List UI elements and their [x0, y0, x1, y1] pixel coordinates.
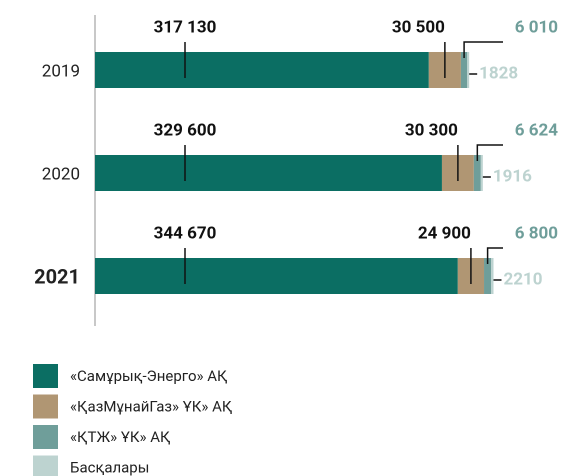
leader-line [463, 41, 503, 58]
value-label: 1828 [479, 63, 518, 83]
value-label: 2210 [504, 269, 543, 289]
bar-segment [460, 52, 468, 88]
bar-segment [95, 52, 429, 88]
value-label: 6 624 [515, 120, 558, 140]
legend-swatch [33, 394, 58, 419]
bar-segment [95, 258, 458, 294]
value-label: 329 600 [154, 120, 217, 140]
value-label: 1916 [493, 166, 532, 186]
value-label: 30 300 [405, 120, 458, 140]
legend-label: «Самұрық-Энерго» АҚ [70, 367, 228, 385]
bar-segment [480, 155, 483, 191]
value-label: 6 010 [515, 17, 558, 37]
value-label: 317 130 [154, 17, 217, 37]
bar-segment [473, 155, 481, 191]
legend-swatch [33, 455, 58, 476]
legend-label: «ҚазМұнайГаз» ҰК» АҚ [70, 397, 232, 415]
bar-segment [484, 258, 492, 294]
category-label: 2019 [42, 61, 80, 81]
bar-segment [491, 258, 494, 294]
bar-segment [467, 52, 470, 88]
legend-label: Басқалары [70, 458, 149, 476]
leader-line [486, 247, 503, 264]
category-label: 2020 [42, 164, 80, 184]
value-label: 30 500 [392, 17, 445, 37]
value-label: 24 900 [418, 223, 471, 243]
legend-swatch [33, 425, 58, 449]
legend-label: «ҚТЖ» ҰК» АҚ [70, 428, 171, 446]
value-label: 344 670 [154, 223, 217, 243]
value-label: 6 800 [515, 223, 558, 243]
legend-swatch [33, 364, 58, 388]
bar-segment [95, 155, 442, 191]
category-label: 2021 [34, 264, 80, 288]
leader-line [476, 144, 503, 161]
